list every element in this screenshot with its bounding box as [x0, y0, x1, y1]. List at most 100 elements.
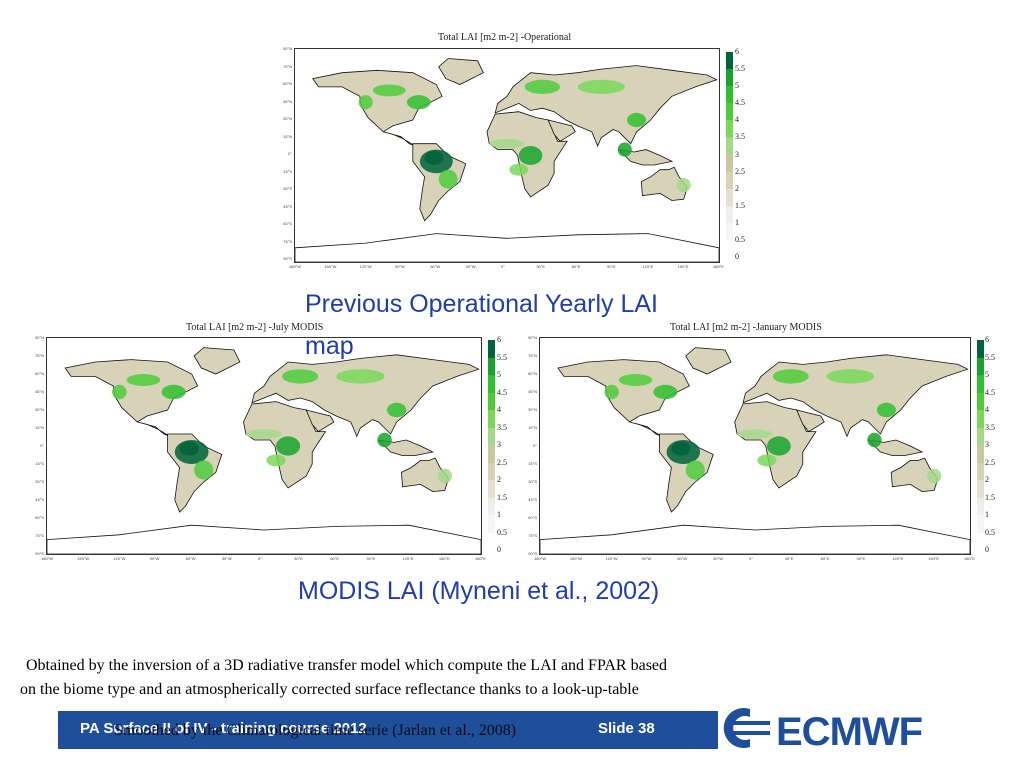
footer-slide-number: Slide 38: [598, 720, 655, 737]
world-lai-map: [295, 58, 719, 262]
colorbar-tick-label: 3.5: [497, 422, 507, 432]
vegetation-patch: [524, 79, 560, 94]
vegetation-patch: [617, 142, 632, 157]
landmass-north-america: [64, 359, 199, 423]
longitude-tick-label: 30°E: [294, 556, 303, 561]
map-operational: Total LAI [m2 m-2] -Operational 90°N 75°N…: [270, 30, 760, 275]
longitude-tick-label: 60°E: [330, 556, 340, 561]
colorbar-tick-label: 6: [735, 47, 739, 56]
colorbar-segment: [488, 410, 495, 428]
longitude-tick-label: 60°E: [820, 556, 830, 561]
vegetation-patch: [685, 460, 705, 480]
landmass-arabia: [547, 119, 576, 142]
colorbar-tick-label: 4: [735, 115, 739, 125]
vegetation-patch: [618, 374, 653, 386]
colorbar-tick-label: 5: [735, 81, 739, 91]
colorbar-tick-label: 3: [985, 440, 989, 449]
landmass-antarctica: [47, 524, 481, 554]
colorbar-tick-label: 3: [735, 149, 739, 159]
colorbar-tick-label: 2.5: [497, 457, 507, 467]
map-frame: [46, 337, 482, 555]
colorbar-segment: [726, 222, 733, 240]
colorbar-tick-label: 4.5: [985, 387, 995, 397]
vegetation-patch: [876, 402, 896, 418]
longitude-tick-label: 120°E: [402, 556, 414, 561]
vegetation-patch: [245, 429, 283, 439]
colorbar-segment: [726, 171, 733, 189]
colorbar-segment: [977, 410, 984, 428]
vegetation-patch: [653, 384, 678, 400]
colorbar-tick-label: 1.5: [497, 492, 507, 502]
longitude-tick-label: 180°W: [534, 556, 547, 561]
vegetation-patch: [112, 384, 127, 400]
longitude-tick-label: 30°W: [465, 264, 476, 269]
vegetation-patch: [377, 432, 392, 448]
colorbar-segment: [726, 103, 733, 121]
colorbar-tick-label: 1.5: [735, 200, 745, 210]
longitude-tick-label: 60°E: [571, 264, 581, 269]
longitude-tick-label: 90°W: [641, 556, 652, 561]
longitude-tick-label: 120°E: [892, 556, 904, 561]
colorbar-tick-label: 4.5: [497, 387, 507, 397]
longitude-tick-label: 60°W: [677, 556, 688, 561]
colorbar-segment: [726, 137, 733, 155]
longitude-tick-label: 180°E: [964, 556, 975, 561]
colorbar-tick-label: 4: [497, 405, 501, 414]
description-line-3-text: Smoothed by the Climatological time seri…: [114, 722, 517, 739]
vegetation-patch: [437, 468, 453, 484]
vegetation-patch: [438, 169, 458, 189]
colorbar-segment: [488, 515, 495, 533]
landmass-greenland: [193, 347, 241, 375]
colorbar-segment: [488, 480, 495, 498]
ecmwf-logo: ECMWF: [723, 708, 923, 753]
colorbar-segment: [977, 445, 984, 463]
vegetation-patch: [577, 79, 625, 94]
vegetation-patch: [737, 429, 773, 439]
colorbar-tick-label: 2: [985, 475, 989, 484]
colorbar-tick-label: 2.5: [985, 457, 995, 467]
map-title: Total LAI [m2 m-2] -January MODIS: [670, 322, 822, 333]
landmass-antarctica: [540, 524, 970, 554]
vegetation-patch: [509, 163, 529, 176]
svg-text:ECMWF: ECMWF: [776, 710, 922, 753]
description-line-2: on the biome type and an atmospherically…: [20, 681, 639, 698]
longitude-tick-label: 180°W: [289, 264, 302, 269]
colorbar-segment: [488, 532, 495, 550]
longitude-tick-label: 150°E: [677, 264, 689, 269]
longitude-tick-label: 150°E: [928, 556, 940, 561]
longitude-tick-label: 90°W: [395, 264, 405, 269]
footer-bar: PA Surface II of IV - training course 20…: [58, 711, 718, 749]
colorbar-tick-label: 6: [497, 335, 501, 344]
colorbar-tick-label: 5.5: [985, 352, 995, 362]
colorbar-segment: [977, 427, 984, 445]
colorbar-segment: [488, 340, 495, 358]
colorbar-tick-label: 5.5: [497, 352, 507, 362]
colorbar-segment: [488, 497, 495, 515]
longitude-tick-label: 30°E: [784, 556, 794, 561]
modis-heading: MODIS LAI (Myneni et al., 2002): [298, 577, 660, 605]
vegetation-patch: [604, 384, 619, 400]
colorbar-segment: [977, 480, 984, 498]
longitude-tick-label: 0°: [749, 556, 753, 561]
vegetation-patch: [867, 432, 882, 448]
vegetation-patch: [372, 84, 406, 97]
longitude-labels: 180°W 150°W 120°W 90°W 60°W 30°W 0° 30°E 60°E 90°…: [41, 556, 486, 562]
colorbar-tick-label: 0.5: [985, 527, 995, 537]
longitude-tick-label: 150°W: [569, 556, 582, 561]
longitude-labels: 180°W 150°W 120°W 90°W 60°W 30°W 0° 30°E 60°E 90°…: [534, 556, 975, 562]
description-line-3-overflow: Smoothed by the Climatological time seri…: [114, 719, 516, 743]
colorbar-tick-label: 3.5: [735, 132, 745, 142]
colorbar-segment: [488, 462, 495, 480]
longitude-tick-label: 120°W: [359, 264, 372, 269]
landmass-indonesia: [377, 439, 435, 456]
longitude-tick-label: 120°W: [605, 556, 618, 561]
longitude-tick-label: 90°E: [607, 264, 616, 269]
landmass-north-america: [312, 69, 443, 133]
longitude-tick-label: 150°W: [324, 264, 337, 269]
vegetation-patch: [266, 454, 286, 467]
landmass-indonesia: [867, 439, 924, 456]
vegetation-patch: [386, 402, 407, 418]
vegetation-patch: [179, 441, 199, 456]
landmass-greenland: [685, 347, 732, 375]
vegetation-patch: [282, 369, 319, 384]
